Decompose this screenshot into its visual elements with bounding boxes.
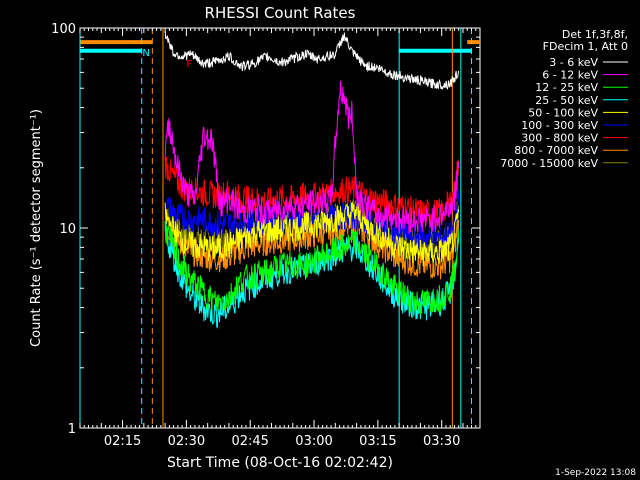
timestamp: 1-Sep-2022 13:08 bbox=[555, 468, 636, 478]
flag-labels: NF bbox=[142, 48, 192, 70]
series-group bbox=[164, 30, 460, 329]
flag-label: F bbox=[186, 59, 192, 70]
series-line-12-25-kev bbox=[164, 220, 460, 315]
legend-entry-label: 7000 - 15000 keV bbox=[500, 157, 598, 170]
series-line-6-12-kev bbox=[164, 80, 460, 234]
legend-entry-label: 3 - 6 keV bbox=[549, 56, 598, 69]
chart-title: RHESSI Count Rates bbox=[205, 4, 356, 22]
legend-entry-label: 25 - 50 keV bbox=[535, 94, 598, 107]
legend-header: Det 1f,3f,8f, bbox=[562, 28, 628, 41]
x-axis-label: Start Time (08-Oct-16 02:02:42) bbox=[167, 455, 393, 471]
y-axis: 1 10 100 bbox=[51, 22, 480, 437]
y-tick-label: 1 bbox=[68, 422, 76, 437]
flag-bars bbox=[80, 40, 480, 53]
x-tick-label: 03:30 bbox=[423, 434, 460, 449]
series-line-50-100-kev bbox=[164, 201, 460, 267]
x-tick-label: 02:15 bbox=[104, 434, 141, 449]
flag-label: N bbox=[142, 48, 149, 59]
y-tick-label: 10 bbox=[59, 222, 76, 237]
series-line-3-6-kev bbox=[164, 30, 460, 91]
x-tick-label: 02:30 bbox=[168, 434, 205, 449]
legend-entry-label: 100 - 300 keV bbox=[521, 119, 598, 132]
legend-entry-label: 12 - 25 keV bbox=[535, 81, 598, 94]
legend-entry-label: 800 - 7000 keV bbox=[514, 144, 598, 157]
legend-entry-label: 300 - 800 keV bbox=[521, 132, 598, 145]
x-tick-label: 03:15 bbox=[359, 434, 396, 449]
y-tick-label: 100 bbox=[51, 22, 76, 37]
x-axis: 02:15 02:30 02:45 03:00 03:15 03:30 bbox=[79, 28, 481, 449]
x-tick-label: 02:45 bbox=[231, 434, 268, 449]
y-axis-label: Count Rate (s⁻¹ detector segment⁻¹) bbox=[29, 109, 44, 347]
legend-entry-label: 6 - 12 keV bbox=[542, 69, 598, 82]
legend-entry-label: 50 - 100 keV bbox=[528, 106, 598, 119]
x-tick-label: 03:00 bbox=[295, 434, 332, 449]
legend-header: FDecim 1, Att 0 bbox=[543, 40, 628, 53]
